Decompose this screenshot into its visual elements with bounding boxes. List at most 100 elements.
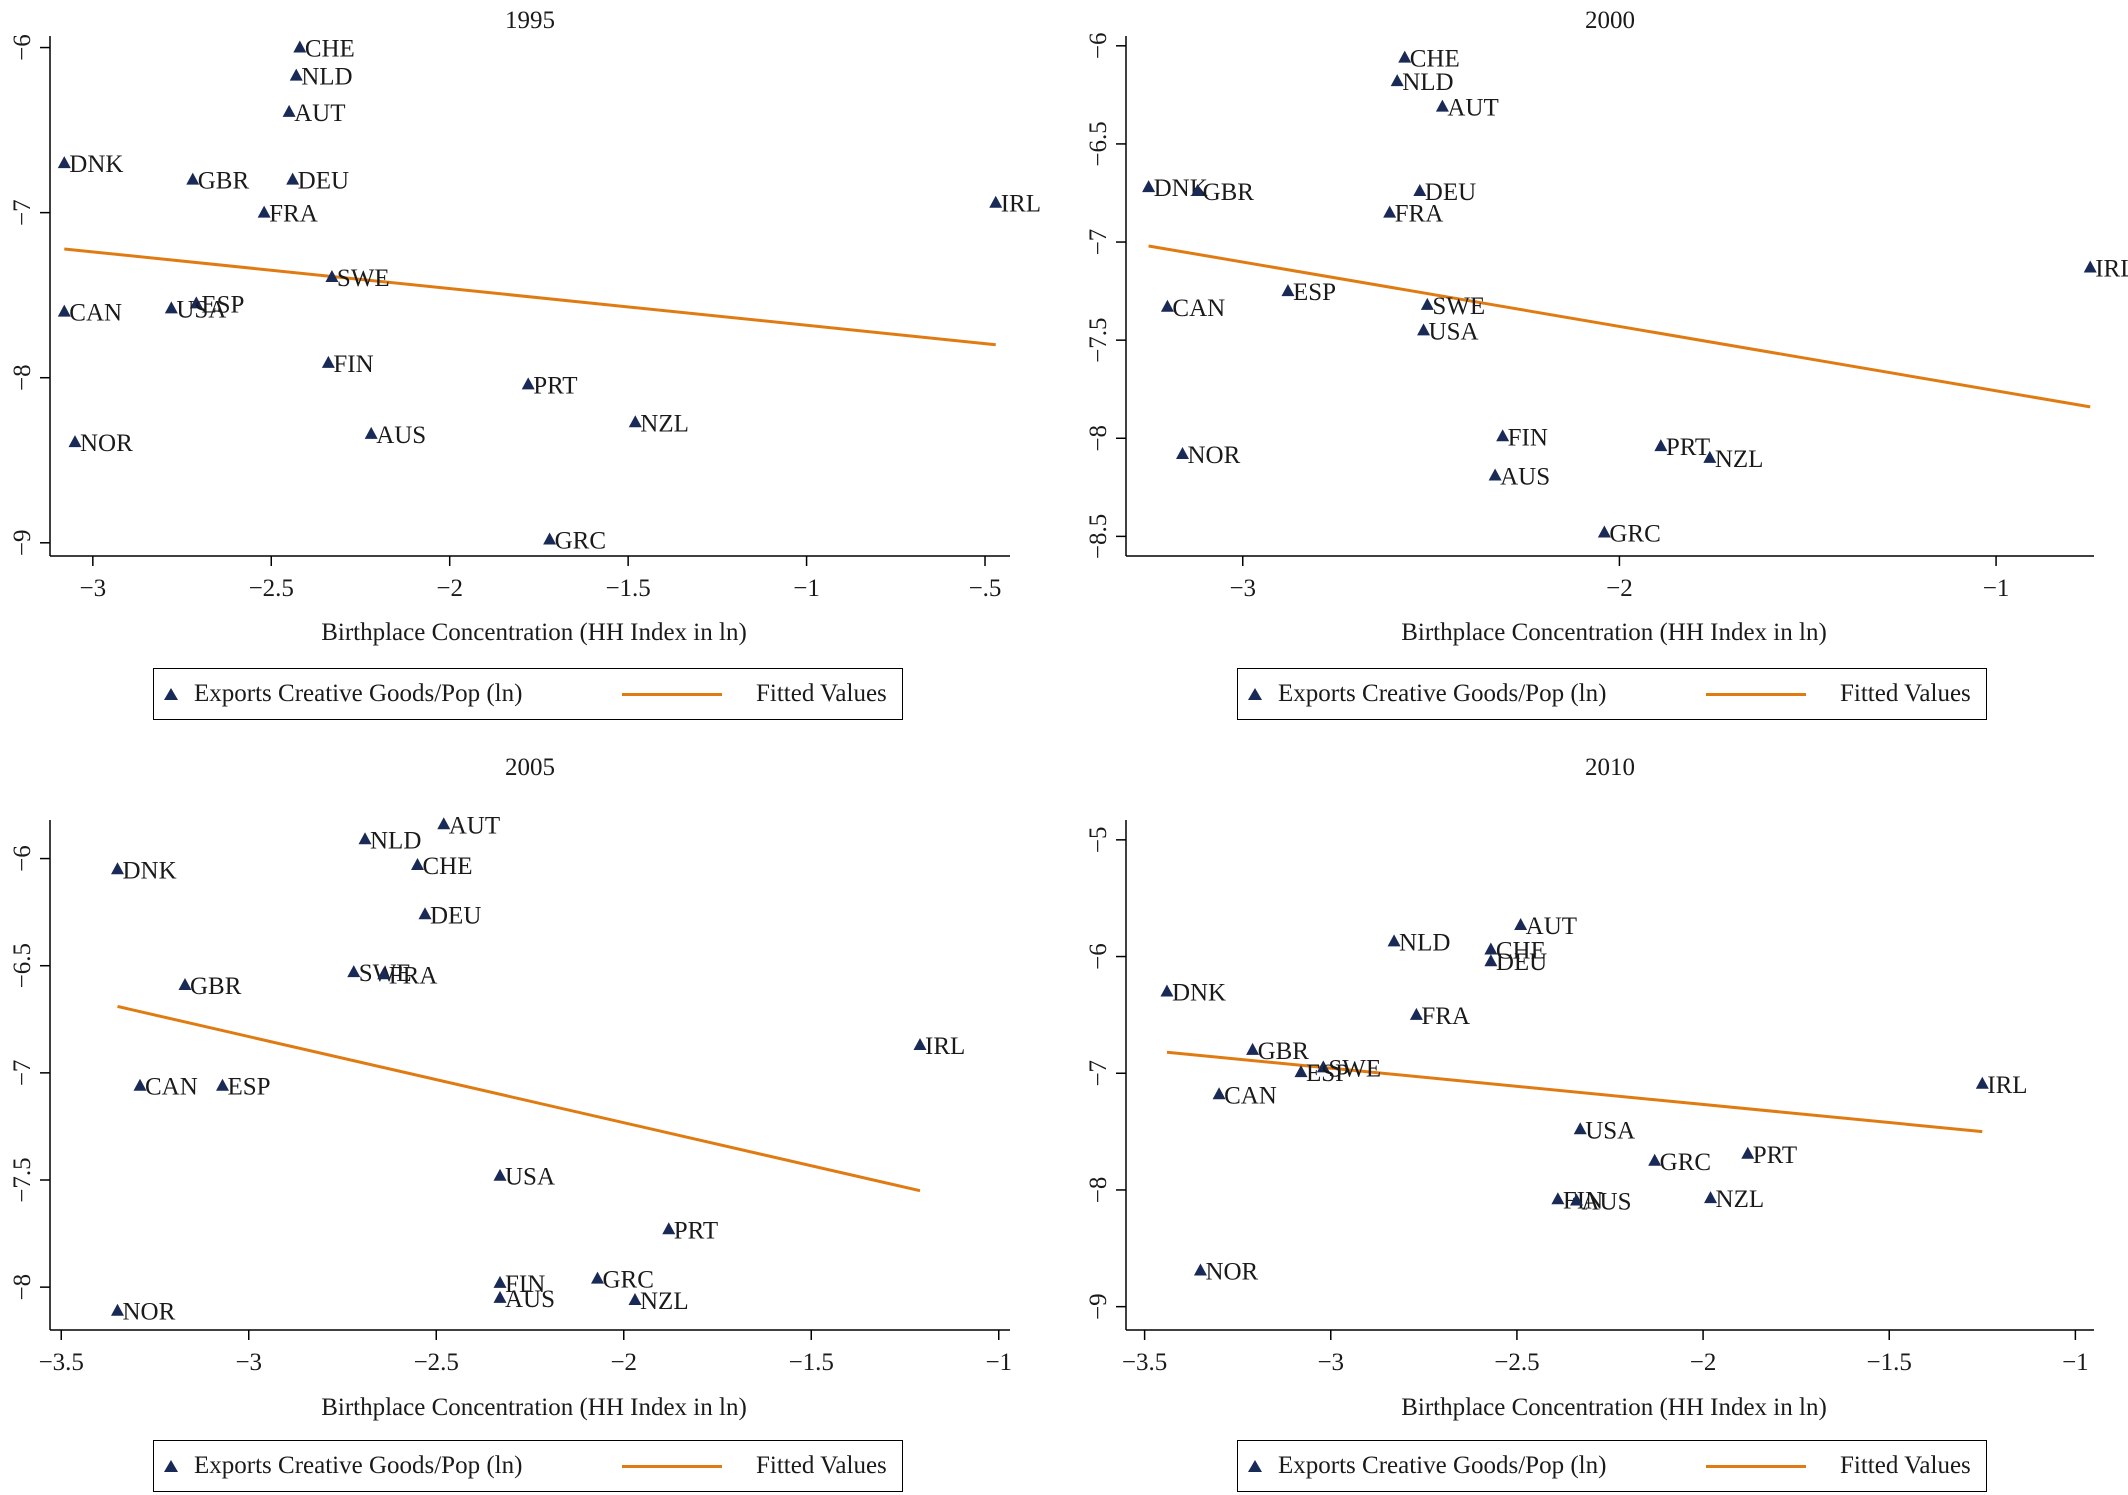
data-point-label: FRA	[1395, 201, 1444, 228]
data-point-label: FIN	[1563, 1187, 1603, 1214]
x-tick-label: −3.5	[1122, 1349, 1167, 1376]
data-point-marker	[2083, 260, 2097, 273]
legend: Exports Creative Goods/Pop (ln) Fitted V…	[153, 668, 903, 720]
data-point-label: FIN	[505, 1271, 545, 1298]
data-point-marker	[1316, 1060, 1330, 1073]
x-tick-label: −.5	[969, 575, 1002, 602]
data-point-label: ESP	[228, 1074, 271, 1101]
legend-markers: Exports Creative Goods/Pop (ln)	[164, 669, 522, 719]
x-axis-label: Birthplace Concentration (HH Index in ln…	[1401, 1394, 1827, 1421]
x-axis-label: Birthplace Concentration (HH Index in ln…	[321, 619, 747, 646]
data-point-marker	[1281, 284, 1295, 297]
data-point-marker	[1569, 1193, 1583, 1206]
y-tick-label: −8	[1085, 425, 1112, 452]
data-point-label: NZL	[1715, 446, 1764, 473]
y-tick-label: −6	[9, 34, 36, 61]
x-tick-label: −2.5	[249, 575, 294, 602]
data-point-marker	[1246, 1042, 1260, 1055]
y-tick-label: −6.5	[9, 943, 36, 988]
data-point-marker	[1413, 184, 1427, 197]
data-point-marker	[1514, 918, 1528, 931]
y-tick-label: −7	[1085, 229, 1112, 256]
legend-marker-label: Exports Creative Goods/Pop (ln)	[194, 680, 523, 707]
x-tick-label: −1	[1983, 575, 2010, 602]
data-point-marker	[628, 415, 642, 428]
y-tick-label: −7	[9, 1060, 36, 1087]
fit-line-icon	[1706, 1464, 1806, 1468]
data-point-label: AUS	[1500, 464, 1550, 491]
data-point-marker	[521, 377, 535, 390]
data-point-marker	[1383, 205, 1397, 218]
data-point-label: IRL	[1001, 191, 1041, 218]
x-axis-label: Birthplace Concentration (HH Index in ln…	[321, 1394, 747, 1421]
data-point-marker	[1703, 450, 1717, 463]
data-point-marker	[321, 355, 335, 368]
y-tick-label: −6.5	[1085, 121, 1112, 166]
y-tick-label: −9	[9, 529, 36, 556]
data-point-label: FRA	[1421, 1003, 1470, 1030]
x-tick-label: −2.5	[414, 1349, 459, 1376]
data-point-marker	[628, 1293, 642, 1305]
data-point-marker	[1741, 1146, 1755, 1159]
data-point-label: NOR	[123, 1299, 176, 1326]
data-point-label: GRC	[603, 1267, 654, 1294]
scatter-plot: 1995 −3 −2.5 −2 −1.5 −1 −.5 −6 −7 −8 −9 Birthplace …	[9, 7, 1041, 646]
data-point-label: AUT	[1447, 95, 1498, 122]
data-point-marker	[1193, 1263, 1207, 1276]
data-point-marker	[364, 426, 378, 439]
data-point-label: GBR	[190, 973, 242, 1000]
y-tick-label: −7.5	[9, 1157, 36, 1202]
x-tick-label: −3	[1229, 575, 1256, 602]
data-point-label: PRT	[674, 1217, 718, 1244]
chart-panel-2000: 2000 −3 −2 −1 −6 −6.5 −7 −7.5 −8 −8.5 Birthplace C…	[1064, 0, 2128, 747]
data-point-marker	[257, 205, 271, 218]
data-point-marker	[1496, 429, 1510, 442]
y-tick-label: −7	[1085, 1060, 1112, 1087]
legend-marker-label: Exports Creative Goods/Pop (ln)	[1278, 1452, 1607, 1479]
data-point-marker	[1648, 1153, 1662, 1166]
x-tick-label: −3	[80, 575, 107, 602]
data-point-marker	[1573, 1122, 1587, 1135]
data-point-marker	[347, 965, 361, 978]
data-point-marker	[282, 104, 296, 117]
chart-panel-2005: 2005 −3.5 −3 −2.5 −2 −1.5 −1 −6 −6.5 −7 −7.5 −8 Birt…	[0, 747, 1064, 1494]
data-point-label: IRL	[925, 1033, 965, 1060]
data-point-label: GBR	[1258, 1038, 1310, 1065]
data-point-label: NZL	[640, 1288, 689, 1315]
data-point-label: USA	[1429, 318, 1479, 345]
data-point-marker	[57, 156, 71, 169]
y-tick-label: −5	[1085, 827, 1112, 854]
data-point-label: ESP	[201, 291, 244, 318]
data-point-marker	[1212, 1087, 1226, 1100]
data-point-marker	[1398, 50, 1412, 63]
data-point-label: PRT	[533, 372, 577, 399]
fit-line-icon	[622, 692, 722, 696]
data-point-marker	[1191, 184, 1205, 197]
data-point-label: DNK	[69, 151, 123, 178]
data-point-label: FIN	[1508, 424, 1548, 451]
data-point-marker	[216, 1078, 229, 1091]
chart-title: 1995	[505, 7, 555, 34]
data-point-marker	[1654, 439, 1668, 452]
data-point-marker	[1409, 1007, 1423, 1020]
data-point-marker	[178, 978, 192, 990]
data-point-label: DEU	[1425, 179, 1476, 206]
triangle-marker-icon	[164, 688, 178, 700]
data-point-label: FRA	[389, 962, 438, 989]
x-tick-label: −2	[436, 575, 463, 602]
data-point-label: GBR	[198, 168, 250, 195]
data-point-label: CAN	[1224, 1082, 1277, 1109]
x-tick-label: −1	[793, 575, 820, 602]
y-tick-label: −8	[9, 364, 36, 391]
x-tick-label: −1	[2062, 1349, 2089, 1376]
legend: Exports Creative Goods/Pop (ln) Fitted V…	[153, 1440, 903, 1492]
data-point-marker	[1704, 1191, 1718, 1204]
triangle-marker-icon	[164, 1460, 178, 1472]
x-axis-label: Birthplace Concentration (HH Index in ln…	[1401, 619, 1827, 646]
fitted-line	[1148, 244, 2091, 409]
data-point-label: GRC	[555, 527, 606, 554]
data-point-label: NOR	[80, 430, 133, 457]
x-tick-label: −1.5	[1867, 1349, 1912, 1376]
legend-markers: Exports Creative Goods/Pop (ln)	[1248, 669, 1606, 719]
fit-line-icon	[1706, 692, 1806, 696]
